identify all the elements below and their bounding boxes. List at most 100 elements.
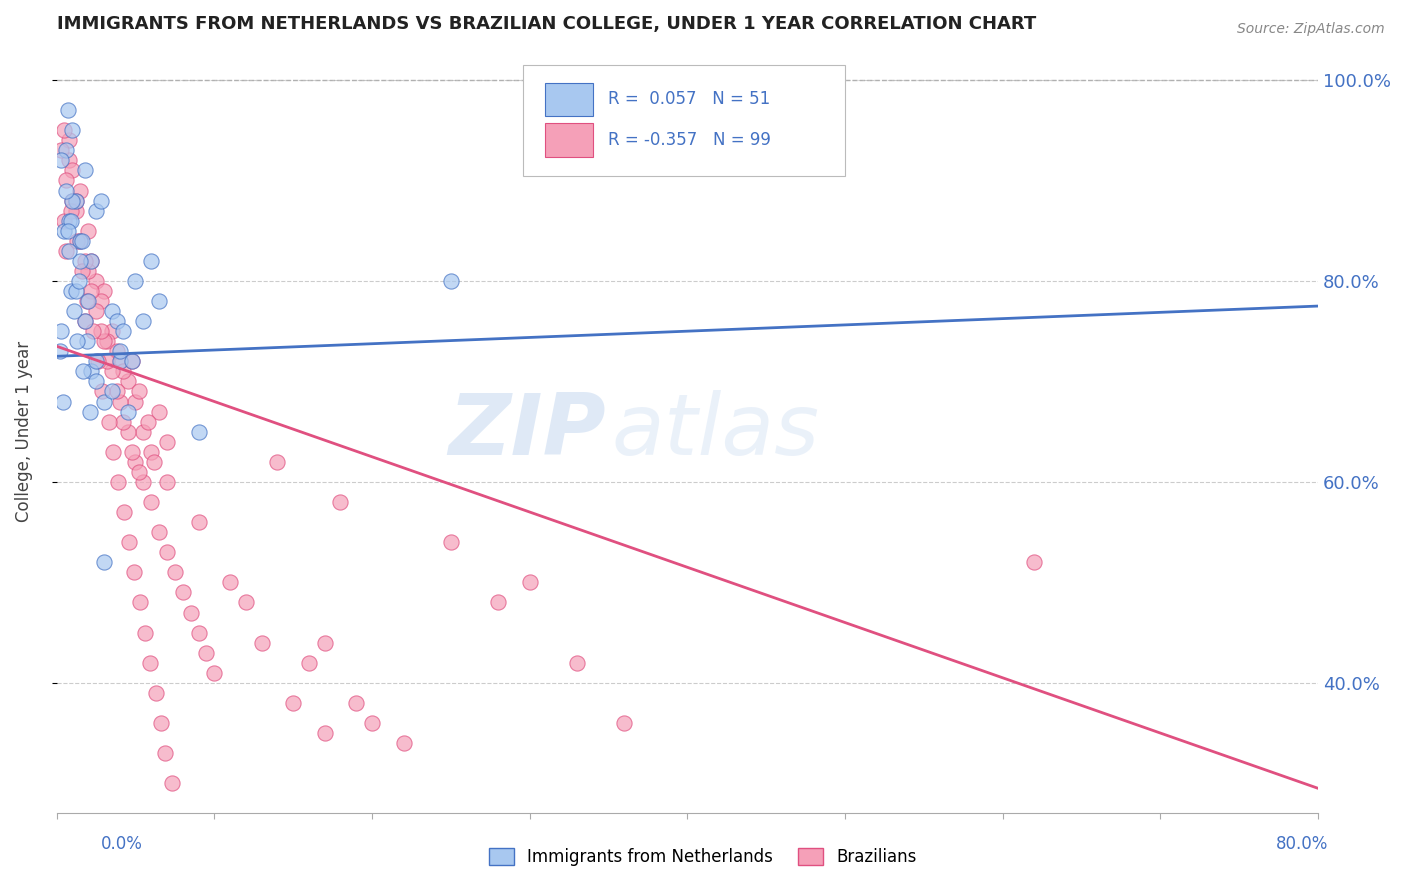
Point bbox=[344, 696, 367, 710]
Point bbox=[51, 324, 73, 338]
Point bbox=[108, 354, 131, 368]
Point bbox=[65, 203, 87, 218]
Point bbox=[613, 716, 636, 731]
Point bbox=[122, 566, 145, 580]
Point bbox=[117, 404, 139, 418]
Point bbox=[101, 324, 124, 338]
Point bbox=[79, 404, 101, 418]
Point bbox=[156, 475, 179, 489]
Point bbox=[73, 314, 96, 328]
Point bbox=[440, 535, 463, 549]
Point bbox=[90, 324, 112, 338]
Point bbox=[69, 234, 91, 248]
Point bbox=[128, 384, 150, 399]
Point bbox=[59, 213, 82, 227]
Point bbox=[51, 144, 73, 158]
Point bbox=[103, 444, 125, 458]
Point bbox=[141, 444, 163, 458]
Point bbox=[392, 736, 415, 750]
Point bbox=[156, 545, 179, 559]
Point bbox=[187, 625, 209, 640]
Point bbox=[93, 284, 115, 298]
Point bbox=[117, 375, 139, 389]
Point bbox=[51, 153, 73, 168]
Point bbox=[314, 635, 336, 649]
Point bbox=[1024, 555, 1046, 569]
Point bbox=[58, 213, 80, 227]
Point bbox=[124, 394, 146, 409]
Point bbox=[55, 244, 77, 258]
Point bbox=[361, 716, 384, 731]
Point bbox=[298, 656, 321, 670]
Point bbox=[129, 595, 152, 609]
Point bbox=[250, 635, 273, 649]
Point bbox=[53, 123, 76, 137]
Point bbox=[56, 103, 79, 117]
Point bbox=[134, 625, 156, 640]
Point bbox=[105, 314, 128, 328]
Point bbox=[84, 304, 107, 318]
Point bbox=[84, 354, 107, 368]
Point bbox=[111, 324, 134, 338]
Point bbox=[76, 334, 98, 349]
FancyBboxPatch shape bbox=[544, 83, 593, 116]
Point bbox=[69, 234, 91, 248]
Point bbox=[73, 163, 96, 178]
Point bbox=[143, 455, 166, 469]
Point bbox=[60, 123, 83, 137]
Point bbox=[73, 253, 96, 268]
Point bbox=[118, 535, 141, 549]
Point bbox=[70, 234, 93, 248]
Text: atlas: atlas bbox=[612, 390, 820, 473]
Point bbox=[65, 194, 87, 208]
Point bbox=[180, 606, 202, 620]
Point bbox=[112, 505, 135, 519]
Point bbox=[66, 334, 89, 349]
Point bbox=[63, 304, 86, 318]
Point bbox=[148, 404, 170, 418]
Point bbox=[172, 585, 194, 599]
Text: IMMIGRANTS FROM NETHERLANDS VS BRAZILIAN COLLEGE, UNDER 1 YEAR CORRELATION CHART: IMMIGRANTS FROM NETHERLANDS VS BRAZILIAN… bbox=[56, 15, 1036, 33]
Point bbox=[67, 274, 90, 288]
Point bbox=[77, 264, 100, 278]
Point bbox=[90, 293, 112, 308]
Point bbox=[124, 274, 146, 288]
Point bbox=[69, 253, 91, 268]
Point bbox=[141, 253, 163, 268]
Text: Source: ZipAtlas.com: Source: ZipAtlas.com bbox=[1237, 22, 1385, 37]
Point bbox=[121, 444, 143, 458]
Point bbox=[160, 776, 183, 790]
Point bbox=[77, 293, 100, 308]
Text: 80.0%: 80.0% bbox=[1277, 835, 1329, 853]
Point bbox=[266, 455, 288, 469]
Point bbox=[105, 344, 128, 359]
Point bbox=[90, 194, 112, 208]
Point bbox=[155, 746, 177, 760]
Point bbox=[53, 213, 76, 227]
Point bbox=[163, 566, 186, 580]
Point bbox=[111, 364, 134, 378]
Point bbox=[108, 344, 131, 359]
Point bbox=[93, 555, 115, 569]
Point bbox=[60, 163, 83, 178]
Text: 0.0%: 0.0% bbox=[101, 835, 143, 853]
Point bbox=[82, 324, 104, 338]
Point bbox=[72, 364, 94, 378]
Point bbox=[132, 314, 155, 328]
Point bbox=[440, 274, 463, 288]
Point bbox=[219, 575, 242, 590]
Point bbox=[132, 475, 155, 489]
Point bbox=[70, 264, 93, 278]
Point bbox=[80, 253, 103, 268]
Point bbox=[91, 384, 114, 399]
Point bbox=[145, 686, 167, 700]
Point bbox=[108, 394, 131, 409]
Point bbox=[58, 244, 80, 258]
Point bbox=[486, 595, 509, 609]
Point bbox=[77, 224, 100, 238]
Point bbox=[314, 726, 336, 740]
Point bbox=[53, 224, 76, 238]
Point bbox=[124, 455, 146, 469]
Point bbox=[49, 344, 72, 359]
Point bbox=[117, 425, 139, 439]
